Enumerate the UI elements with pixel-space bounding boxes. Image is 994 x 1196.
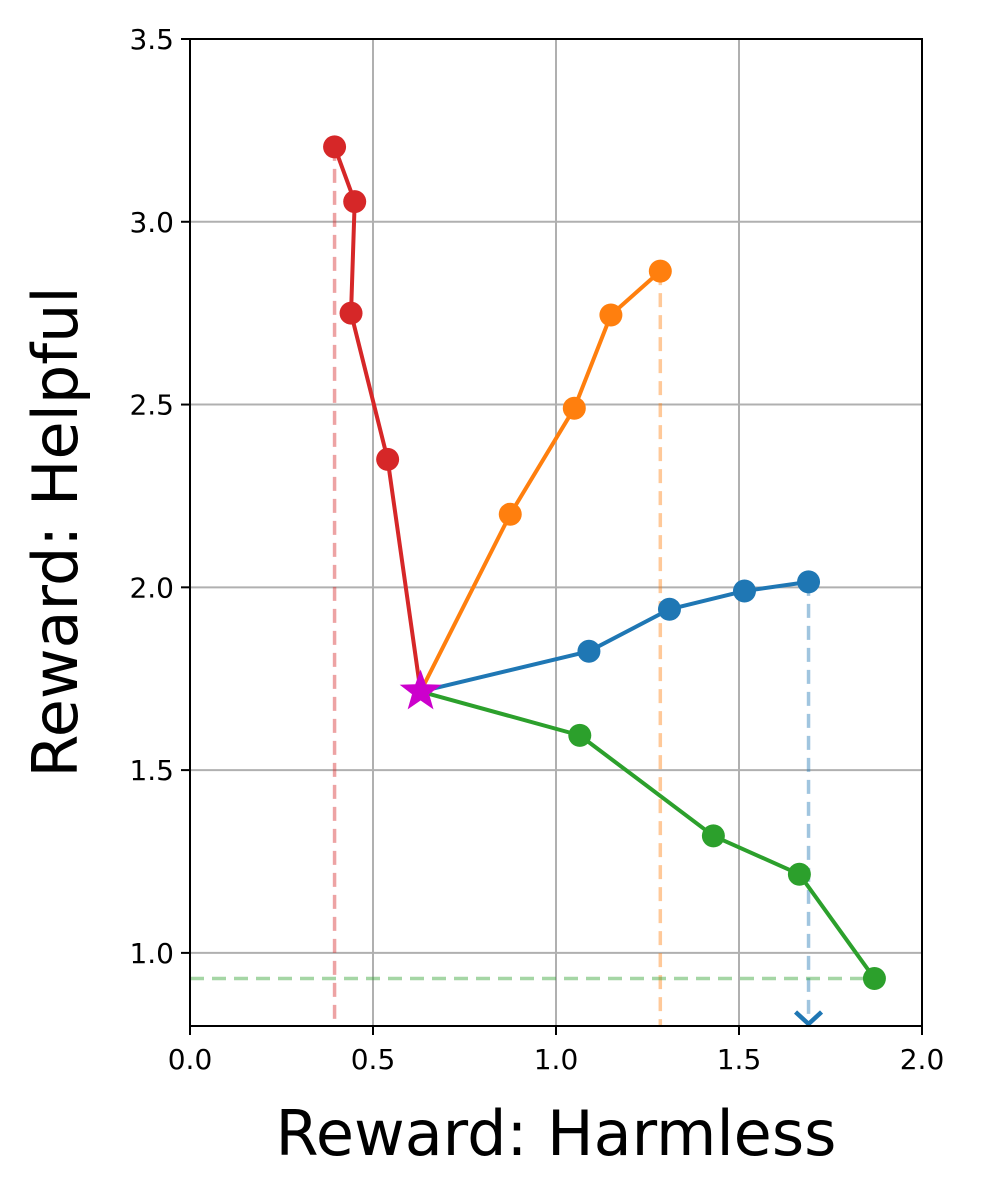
- x-axis-title: Reward: Harmless: [276, 1097, 837, 1170]
- origin-star-marker: [399, 669, 442, 710]
- y-tick-label: 1.5: [129, 754, 174, 787]
- data-point: [648, 259, 672, 283]
- data-point: [343, 190, 367, 214]
- x-tick-label: 0.5: [351, 1043, 396, 1076]
- series-line-2: [418, 269, 662, 693]
- data-point: [376, 447, 400, 471]
- x-tick-label: 0.0: [168, 1043, 213, 1076]
- data-point: [862, 966, 886, 990]
- grid: [189, 38, 923, 1026]
- y-tick-label: 2.5: [129, 389, 174, 422]
- x-tick-label: 1.5: [717, 1043, 762, 1076]
- guide-lines: [190, 146, 875, 1028]
- series-line-4: [420, 689, 877, 980]
- data-points: [323, 135, 886, 990]
- y-tick-label: 3.5: [129, 23, 174, 56]
- x-tick-label: 1.0: [534, 1043, 579, 1076]
- data-point: [701, 824, 725, 848]
- data-point: [568, 723, 592, 747]
- data-point: [562, 396, 586, 420]
- series-line-1: [332, 146, 423, 692]
- y-axis-title: Reward: Helpful: [19, 286, 92, 777]
- axis-ticks: 0.0 0.5 1.0 1.5 2.0 1.0 1.5 2.0 2.5 3.0 3.5: [129, 23, 944, 1076]
- data-point: [732, 579, 756, 603]
- data-point: [797, 570, 821, 594]
- y-tick-label: 1.0: [129, 937, 174, 970]
- series-lines: [332, 146, 877, 980]
- x-tick-label: 2.0: [900, 1043, 945, 1076]
- data-point: [577, 639, 601, 663]
- data-point: [599, 303, 623, 327]
- data-point: [339, 301, 363, 325]
- y-tick-label: 3.0: [129, 206, 174, 239]
- data-point: [787, 862, 811, 886]
- data-point: [498, 502, 522, 526]
- data-point: [323, 135, 347, 159]
- data-point: [657, 597, 681, 621]
- y-tick-label: 2.0: [129, 571, 174, 604]
- arrow-down-icon: [794, 1010, 824, 1028]
